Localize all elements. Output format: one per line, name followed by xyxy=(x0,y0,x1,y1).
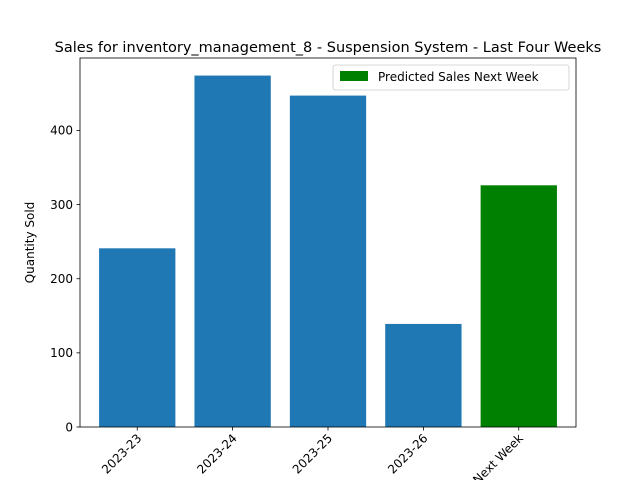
y-tick-label: 400 xyxy=(50,124,73,138)
bar-2023-26 xyxy=(385,323,462,427)
y-axis: 0 100 200 300 400 xyxy=(50,124,80,434)
legend: Predicted Sales Next Week xyxy=(332,64,570,91)
plot-spines xyxy=(79,57,577,428)
bar-2023-23 xyxy=(99,248,176,427)
y-tick-label: 100 xyxy=(50,346,73,360)
legend-box xyxy=(332,64,570,91)
y-tick-label: 0 xyxy=(65,420,73,434)
y-tick-label: 300 xyxy=(50,198,73,212)
legend-swatch xyxy=(340,71,368,81)
y-tick-label: 200 xyxy=(50,272,73,286)
legend-label: Predicted Sales Next Week xyxy=(378,70,539,84)
chart-title: Sales for inventory_management_8 - Suspe… xyxy=(55,40,602,56)
bar-2023-24 xyxy=(194,75,271,427)
y-axis-label: Quantity Sold xyxy=(23,202,37,284)
bar-2023-25 xyxy=(289,95,367,427)
bars-layer xyxy=(99,75,557,427)
bar-Next Week xyxy=(480,185,557,427)
plot-frame xyxy=(79,57,577,428)
